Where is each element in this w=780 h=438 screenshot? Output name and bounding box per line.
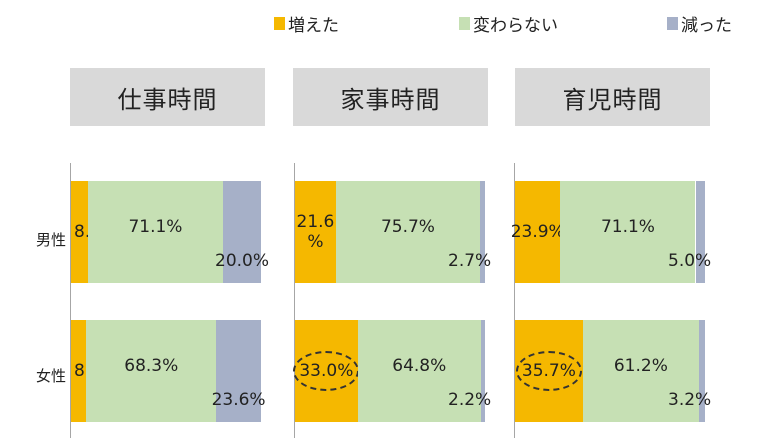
data-label-housework-female-unchanged: 64.8%: [392, 355, 447, 376]
bar-childcare-male-increased: [515, 181, 561, 283]
bar-housework-male-unchanged: [336, 181, 480, 283]
data-label-housework-female-decreased: 2.2%: [448, 389, 492, 410]
legend-item-unchanged: 変わらない: [459, 10, 558, 36]
data-label-childcare-male-increased: 23.9%: [510, 222, 565, 242]
data-label-housework-male-decreased: 2.7%: [448, 250, 492, 271]
bar-childcare-male-decreased: [695, 181, 705, 283]
legend-swatch-increased: [274, 16, 285, 30]
legend-swatch-unchanged: [459, 16, 470, 30]
bar-work-female-increased: [71, 320, 87, 422]
bar-housework-male-decreased: [479, 181, 485, 283]
bar-work-male-unchanged: [87, 181, 223, 283]
bar-work-female-unchanged: [86, 320, 217, 422]
data-label-work-female-unchanged: 68.3%: [124, 355, 179, 376]
data-label-childcare-female-unchanged: 61.2%: [613, 355, 668, 376]
legend-label-unchanged: 変わらない: [473, 15, 558, 36]
highlight-circle-childcare-female: [515, 351, 582, 391]
legend-label-decreased: 減った: [681, 15, 732, 36]
row-label-female: 女性: [36, 367, 67, 385]
axis-line-work: [70, 163, 71, 438]
data-label-childcare-male-unchanged: 71.1%: [600, 216, 655, 237]
data-label-work-male-unchanged: 71.1%: [128, 216, 183, 237]
legend-swatch-decreased: [667, 16, 678, 30]
data-label-childcare-male-decreased: 5.0%: [668, 250, 712, 271]
data-label-childcare-female-decreased: 3.2%: [668, 389, 712, 410]
bar-work-male-decreased: [223, 181, 261, 283]
bar-work-male-increased: [71, 181, 88, 283]
legend-item-decreased: 減った: [667, 10, 732, 36]
data-label-work-female-decreased: 23.6%: [211, 389, 266, 410]
bar-childcare-female-decreased: [698, 320, 705, 422]
panel-title-work: 仕事時間: [70, 68, 265, 126]
bar-housework-female-unchanged: [357, 320, 481, 422]
data-label-housework-male-unchanged: 75.7%: [380, 216, 435, 237]
bar-housework-female-decreased: [480, 320, 485, 422]
axis-line-childcare: [514, 163, 515, 438]
bar-work-female-decreased: [216, 320, 261, 422]
data-label-work-male-decreased: 20.0%: [215, 250, 270, 271]
row-label-male: 男性: [36, 231, 67, 249]
legend-item-increased: 増えた: [274, 10, 339, 36]
bar-childcare-female-unchanged: [582, 320, 699, 422]
bar-childcare-male-unchanged: [560, 181, 696, 283]
bar-housework-male-increased: [295, 181, 337, 283]
axis-line-housework: [294, 163, 295, 438]
data-label-housework-male-increased: 21.6%: [296, 212, 335, 252]
highlight-circle-housework-female: [293, 351, 360, 391]
panel-title-housework: 家事時間: [293, 68, 488, 126]
panel-title-childcare: 育児時間: [515, 68, 710, 126]
legend-label-increased: 増えた: [288, 15, 339, 36]
